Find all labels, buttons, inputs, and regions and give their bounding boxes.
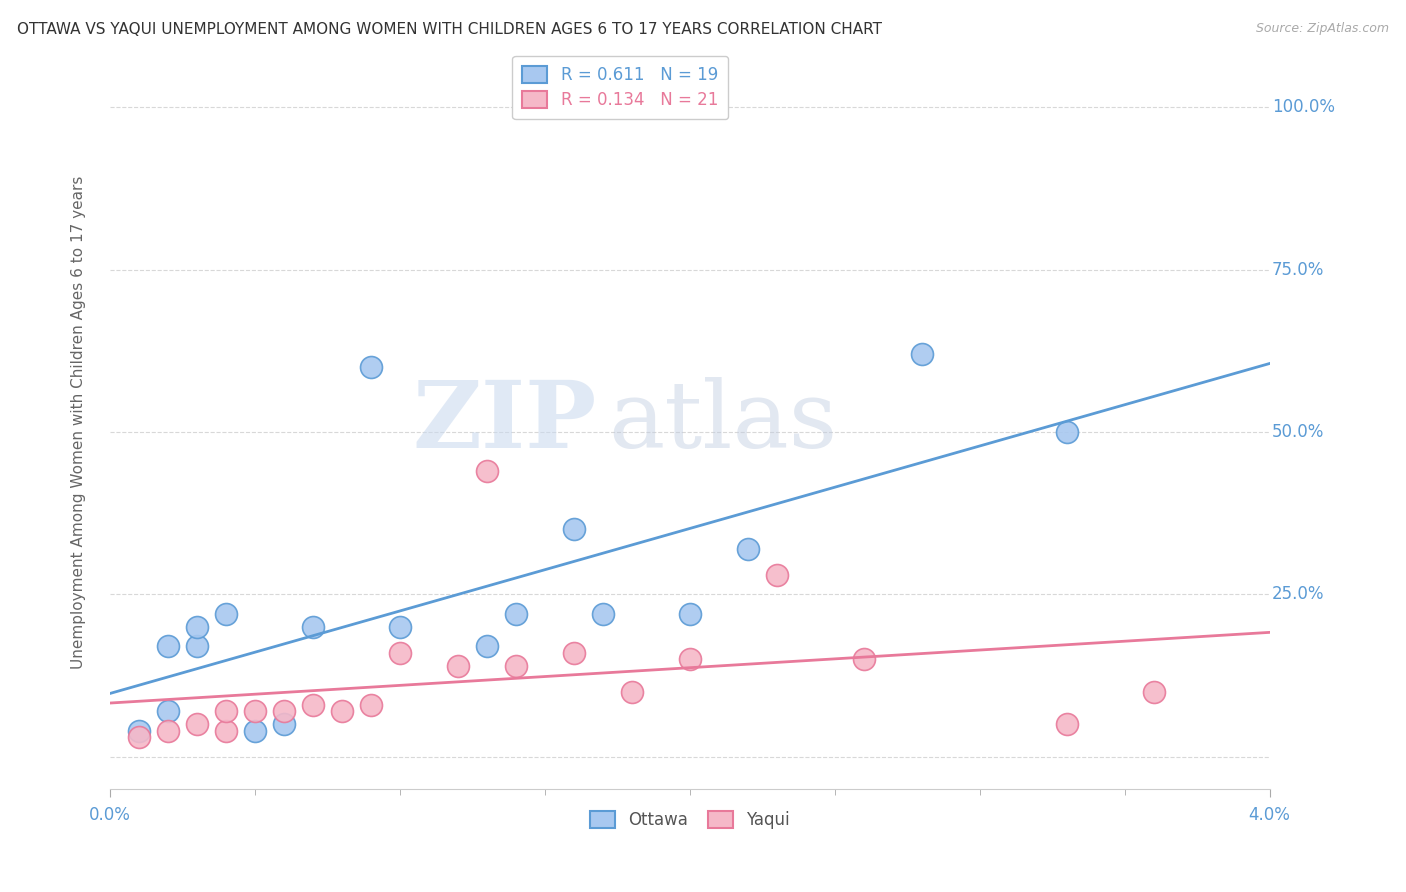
Point <box>505 658 527 673</box>
Point <box>388 620 411 634</box>
Point <box>388 646 411 660</box>
Point <box>186 717 208 731</box>
Point <box>679 607 702 621</box>
Point <box>301 620 323 634</box>
Point <box>852 652 875 666</box>
Point <box>156 723 179 738</box>
Point <box>447 658 470 673</box>
Point <box>475 640 498 654</box>
Text: 25.0%: 25.0% <box>1272 585 1324 603</box>
Point <box>562 646 585 660</box>
Point <box>128 731 150 745</box>
Point <box>156 640 179 654</box>
Point <box>475 464 498 478</box>
Text: 100.0%: 100.0% <box>1272 98 1334 116</box>
Point <box>592 607 614 621</box>
Text: OTTAWA VS YAQUI UNEMPLOYMENT AMONG WOMEN WITH CHILDREN AGES 6 TO 17 YEARS CORREL: OTTAWA VS YAQUI UNEMPLOYMENT AMONG WOMEN… <box>17 22 882 37</box>
Point <box>1056 717 1078 731</box>
Point <box>301 698 323 712</box>
Text: ZIP: ZIP <box>413 377 598 467</box>
Point <box>1142 685 1164 699</box>
Point <box>737 541 759 556</box>
Text: 75.0%: 75.0% <box>1272 260 1324 278</box>
Point <box>273 717 295 731</box>
Text: atlas: atlas <box>609 377 838 467</box>
Point <box>505 607 527 621</box>
Point <box>128 723 150 738</box>
Point <box>360 359 382 374</box>
Point <box>1056 425 1078 439</box>
Point <box>156 704 179 718</box>
Text: Source: ZipAtlas.com: Source: ZipAtlas.com <box>1256 22 1389 36</box>
Point <box>562 522 585 536</box>
Point <box>911 347 934 361</box>
Point <box>273 704 295 718</box>
Point <box>330 704 353 718</box>
Point <box>215 607 238 621</box>
Point <box>243 704 266 718</box>
Y-axis label: Unemployment Among Women with Children Ages 6 to 17 years: Unemployment Among Women with Children A… <box>72 176 86 669</box>
Point <box>360 698 382 712</box>
Point <box>186 640 208 654</box>
Point <box>620 685 643 699</box>
Point <box>679 652 702 666</box>
Point <box>215 704 238 718</box>
Legend: Ottawa, Yaqui: Ottawa, Yaqui <box>583 805 796 836</box>
Text: 50.0%: 50.0% <box>1272 423 1324 441</box>
Point <box>765 567 787 582</box>
Point <box>215 723 238 738</box>
Point <box>186 620 208 634</box>
Point <box>243 723 266 738</box>
